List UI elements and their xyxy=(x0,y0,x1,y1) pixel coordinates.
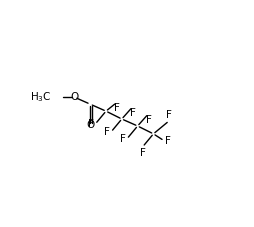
Text: O: O xyxy=(70,92,78,102)
Text: F: F xyxy=(139,148,145,158)
Text: F: F xyxy=(165,136,170,146)
Text: F: F xyxy=(88,119,94,129)
Text: F: F xyxy=(129,108,135,118)
Text: H$_3$C: H$_3$C xyxy=(30,90,51,104)
Text: F: F xyxy=(104,127,109,137)
Text: F: F xyxy=(114,103,119,113)
Text: F: F xyxy=(119,134,125,144)
Text: F: F xyxy=(166,110,171,120)
Text: O: O xyxy=(86,120,94,130)
Text: F: F xyxy=(145,115,151,125)
